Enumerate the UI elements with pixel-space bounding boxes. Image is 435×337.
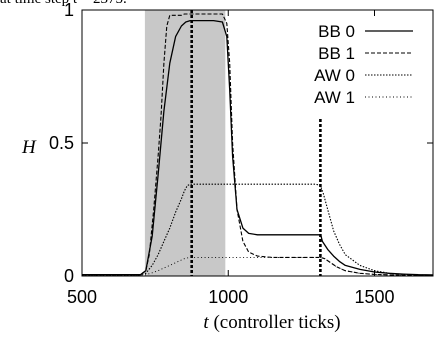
y-tick-label: 0 (64, 266, 74, 286)
y-tick-label: 0.5 (49, 133, 74, 153)
series-line-3 (82, 183, 434, 276)
x-tick-label: 1000 (208, 287, 248, 307)
x-tick-label: 500 (67, 287, 97, 307)
legend-label: AW 1 (314, 88, 355, 107)
series-line-2 (82, 13, 433, 277)
x-axis-unit: (controller ticks) (213, 312, 340, 333)
x-axis-variable: t (203, 312, 209, 333)
legend-label: AW 0 (314, 66, 355, 85)
caption-fragment: at time step t = 2375. (0, 0, 435, 11)
x-axis-label: t (controller ticks) (203, 312, 340, 333)
plot-frame (81, 9, 434, 277)
legend-label: BB 1 (318, 44, 355, 63)
legend-label: BB 0 (318, 22, 355, 41)
series-line-1 (82, 19, 434, 276)
shaded-interval (144, 10, 226, 276)
series-line-4 (82, 256, 433, 276)
y-tick-label: 1 (64, 0, 74, 20)
x-tick-label: 1500 (354, 287, 394, 307)
y-axis-label: H (21, 137, 37, 158)
